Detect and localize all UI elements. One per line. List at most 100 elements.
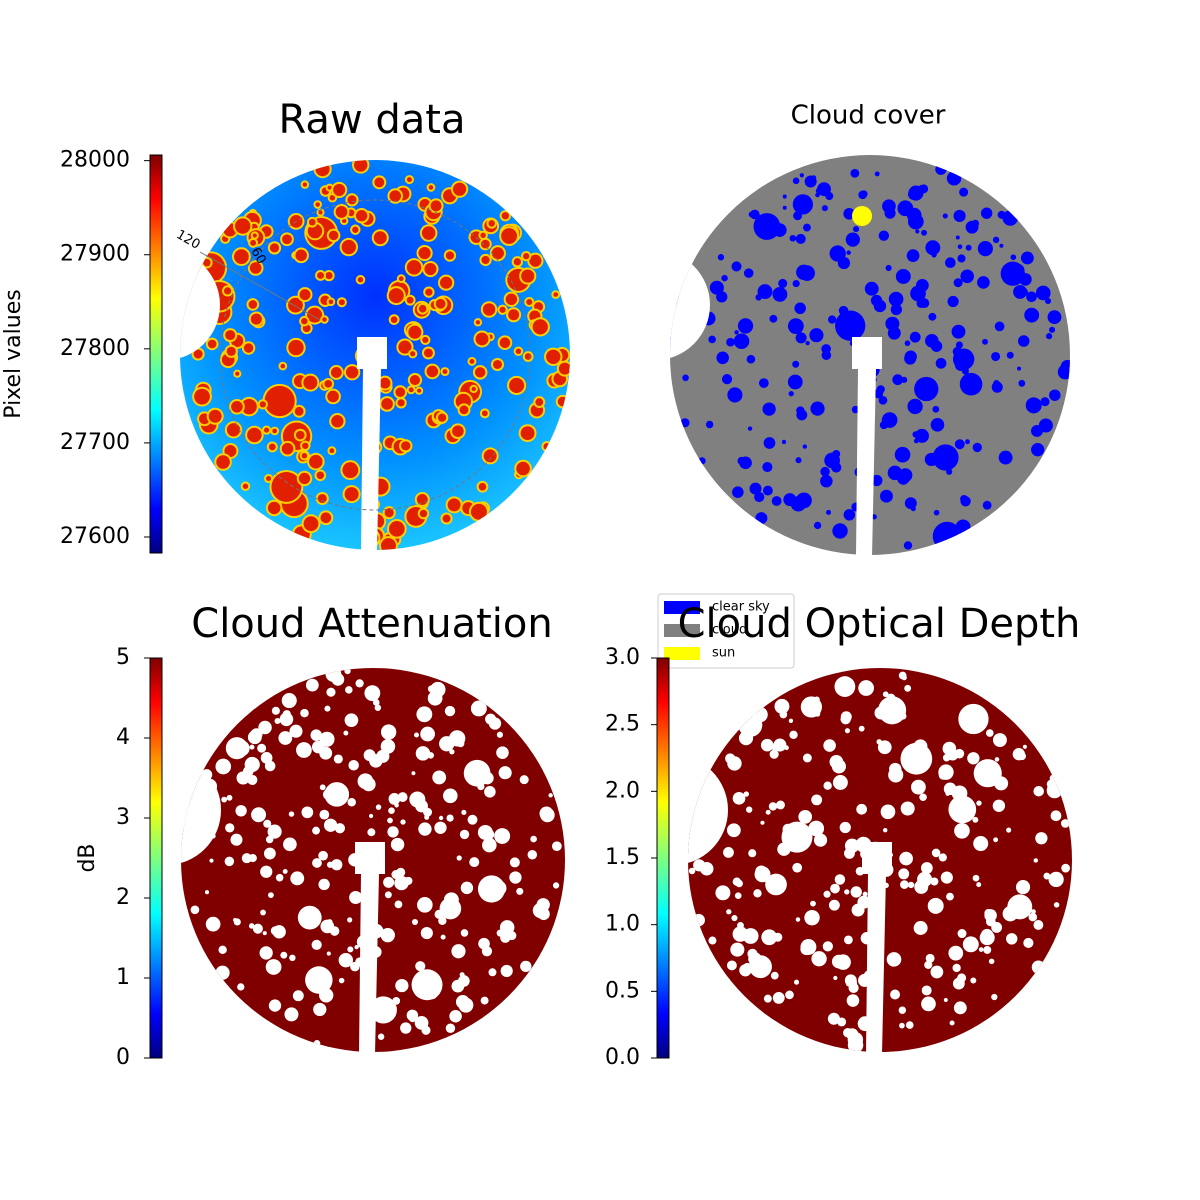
blob	[911, 779, 926, 795]
blob	[315, 202, 320, 207]
blob	[241, 853, 252, 864]
blob	[871, 474, 883, 487]
blob	[480, 232, 486, 239]
blob	[754, 491, 765, 503]
blob	[282, 234, 292, 245]
blob	[516, 461, 530, 476]
blob	[456, 855, 462, 861]
panel: 120 60 Raw data 27600 27700 27800 27900 28000 Pi…	[1, 97, 570, 554]
blob	[946, 468, 953, 475]
blob	[1031, 909, 1036, 914]
blob	[930, 340, 943, 352]
blob	[772, 223, 787, 237]
blob	[535, 398, 544, 407]
colorbar-label: Pixel values	[1, 289, 26, 418]
blob	[954, 439, 965, 450]
blob	[501, 212, 510, 220]
blob	[945, 791, 950, 796]
blob	[901, 675, 907, 681]
blob	[326, 951, 331, 956]
blob	[840, 711, 852, 723]
blob	[730, 942, 745, 957]
blob	[319, 784, 326, 791]
blob	[763, 437, 776, 449]
blob	[746, 354, 756, 364]
blob	[289, 954, 296, 962]
blob	[458, 997, 474, 1013]
blob	[388, 521, 405, 537]
blob	[449, 749, 455, 755]
blob	[290, 871, 305, 886]
blob	[352, 226, 359, 233]
blob	[792, 279, 800, 288]
blob	[800, 939, 817, 955]
blob	[820, 466, 830, 477]
blob	[558, 362, 570, 375]
colorbar-tick-label: 2.5	[605, 712, 640, 737]
blob	[878, 395, 888, 405]
blob	[484, 786, 496, 798]
blob	[782, 823, 794, 835]
blob	[259, 946, 273, 960]
blob	[252, 923, 263, 934]
blob	[716, 351, 729, 365]
blob	[925, 240, 941, 256]
blob	[823, 890, 831, 898]
blob	[363, 749, 376, 762]
blob	[388, 807, 395, 814]
blob	[708, 936, 717, 945]
blob	[373, 231, 387, 245]
blob	[224, 287, 232, 295]
blob	[509, 871, 522, 884]
blob	[931, 848, 941, 858]
blob	[418, 246, 431, 260]
blob	[876, 739, 882, 745]
blob	[973, 759, 1002, 788]
blob	[263, 819, 272, 828]
blob	[777, 842, 791, 856]
blob	[847, 978, 858, 988]
blob	[338, 977, 345, 984]
blob	[748, 952, 762, 966]
colorbar-tick-label: 0.0	[605, 1045, 640, 1070]
blob	[250, 239, 257, 246]
blob	[1033, 785, 1044, 797]
blob	[330, 367, 342, 378]
blob	[903, 541, 913, 550]
blob	[397, 399, 405, 407]
legend-label: clear sky	[712, 600, 770, 615]
blob	[265, 835, 274, 844]
blob	[297, 905, 322, 930]
colorbar-tick-label: 2.0	[605, 778, 640, 803]
blob	[483, 449, 497, 463]
blob	[524, 353, 532, 360]
blob	[435, 298, 446, 309]
blob	[832, 775, 848, 790]
blob	[773, 738, 787, 752]
blob	[459, 405, 469, 415]
blob	[957, 244, 963, 250]
blob	[329, 448, 335, 454]
blob	[850, 168, 860, 178]
blob	[395, 978, 409, 993]
blob	[488, 220, 495, 227]
blob	[325, 271, 333, 280]
blob	[803, 223, 811, 232]
blob	[509, 857, 520, 868]
blob	[913, 921, 928, 935]
blob	[498, 834, 506, 843]
blob	[1012, 263, 1025, 276]
blob	[1013, 285, 1027, 299]
blob	[942, 213, 948, 219]
blob	[280, 951, 288, 959]
blob	[699, 861, 714, 876]
blob	[521, 269, 535, 283]
blob	[811, 794, 823, 806]
blob	[843, 509, 856, 521]
blob	[1035, 285, 1051, 301]
blob	[778, 278, 788, 288]
blob	[354, 160, 368, 172]
blob	[530, 835, 537, 843]
blob	[951, 324, 966, 339]
colorbar-tick-label: 27800	[60, 336, 130, 361]
